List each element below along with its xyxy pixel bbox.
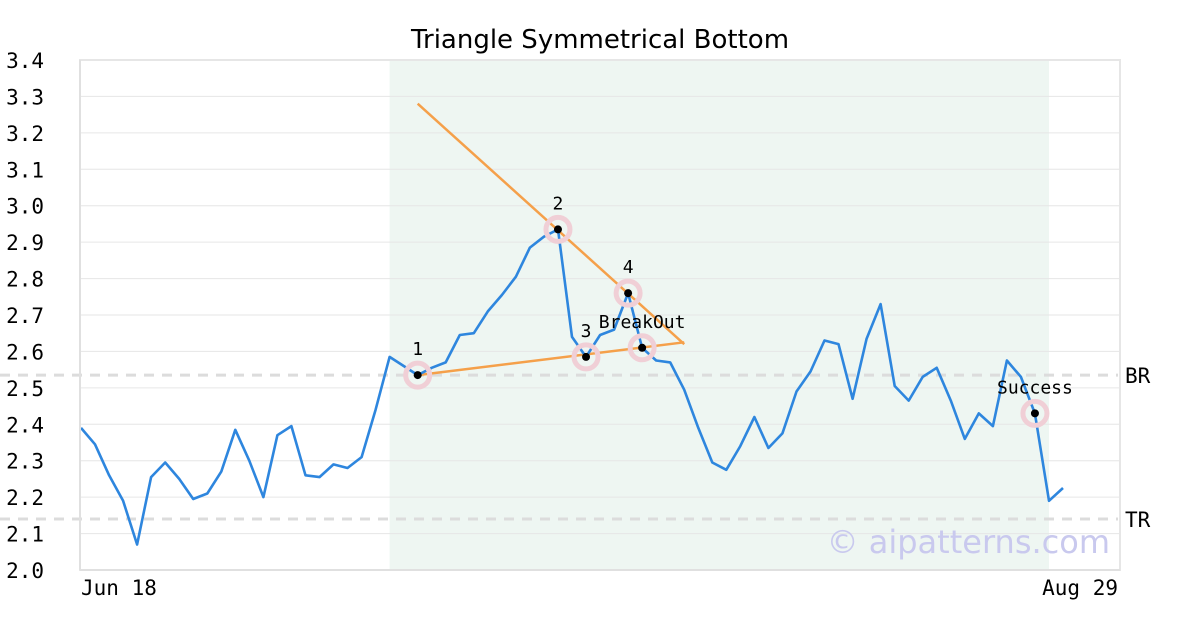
y-tick-label: 2.6 <box>6 340 44 364</box>
y-tick-label: 3.0 <box>6 195 44 219</box>
y-tick-label: 2.0 <box>6 559 44 583</box>
pattern-point <box>1030 409 1039 418</box>
pattern-point <box>553 225 562 234</box>
y-tick-label: 2.8 <box>6 268 44 292</box>
pattern-point <box>413 371 422 380</box>
y-tick-label: 2.4 <box>6 413 44 437</box>
y-tick-label: 3.2 <box>6 122 44 146</box>
y-tick-label: 2.1 <box>6 523 44 547</box>
pattern-point-halo <box>571 342 601 372</box>
y-tick-label: 3.4 <box>6 49 44 73</box>
y-tick-label: 2.3 <box>6 450 44 474</box>
x-tick-label: Aug 29 <box>1042 576 1118 600</box>
pattern-point <box>638 343 647 352</box>
pattern-point-halo <box>543 214 573 244</box>
pattern-point-halo <box>627 333 657 363</box>
pattern-point-halo <box>613 278 643 308</box>
pattern-point-label: Success <box>997 377 1073 398</box>
pattern-point-label: 3 <box>581 321 592 342</box>
price-line <box>80 228 1064 546</box>
pattern-point-label: 2 <box>553 193 564 214</box>
chart-title: Triangle Symmetrical Bottom <box>410 25 789 55</box>
x-tick-label: Jun 18 <box>81 576 157 600</box>
y-tick-label: 2.5 <box>6 377 44 401</box>
reference-label: TR <box>1125 508 1151 532</box>
trend-line <box>416 102 686 346</box>
y-tick-label: 2.7 <box>6 304 44 328</box>
y-tick-label: 3.3 <box>6 85 44 109</box>
reference-label: BR <box>1125 364 1151 388</box>
pattern-point-halo <box>403 360 433 390</box>
pattern-point <box>582 352 591 361</box>
y-tick-label: 2.2 <box>6 486 44 510</box>
pattern-point-label: 1 <box>412 339 423 360</box>
pattern-point-label: BreakOut <box>599 312 686 333</box>
y-tick-label: 2.9 <box>6 231 44 255</box>
pattern-point <box>624 289 633 298</box>
pattern-point-halo <box>1020 398 1050 428</box>
watermark: © aipatterns.com <box>827 523 1110 561</box>
pattern-point-label: 4 <box>623 257 634 278</box>
y-tick-label: 3.1 <box>6 158 44 182</box>
